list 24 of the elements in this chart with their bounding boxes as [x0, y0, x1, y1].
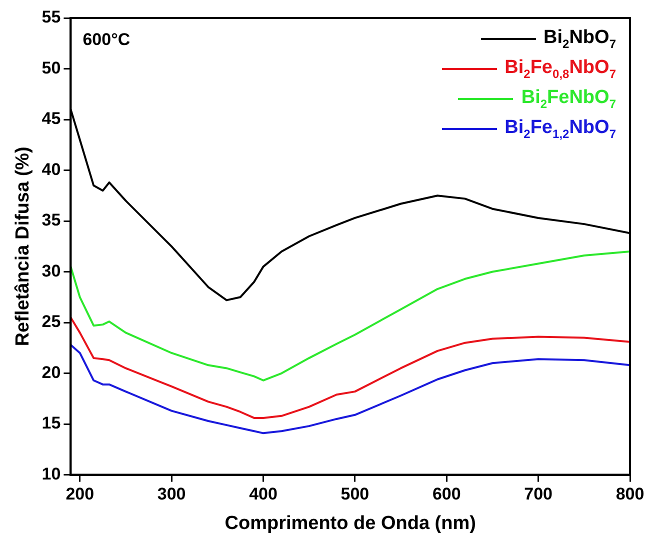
x-tick-label: 700 — [524, 484, 552, 504]
x-axis-title: Comprimento de Onda (nm) — [224, 512, 476, 534]
y-tick-label: 50 — [42, 58, 61, 78]
x-tick-label: 200 — [66, 484, 94, 504]
x-tick-label: 500 — [340, 484, 370, 504]
annotation: 600°C — [82, 30, 130, 50]
y-tick-label: 25 — [42, 312, 61, 332]
legend-label: Bi$_{2}$NbO$_{7}$ — [544, 27, 616, 51]
x-tick-label: 400 — [249, 484, 278, 504]
y-axis-title: Refletância Difusa (%) — [12, 146, 34, 346]
y-tick-label: 45 — [42, 109, 61, 128]
legend-label: Bi$_{2}$FeNbO$_{7}$ — [521, 87, 616, 111]
y-tick-label: 20 — [42, 362, 61, 382]
x-tick-label: 600 — [432, 484, 461, 504]
x-tick-label: 300 — [157, 484, 186, 504]
x-tick-label: 800 — [616, 484, 644, 504]
y-tick-label: 10 — [42, 464, 61, 484]
legend-label: Bi$_{2}$Fe$_{0,8}$NbO$_{7}$ — [504, 57, 616, 81]
y-tick-label: 55 — [42, 8, 61, 27]
y-tick-label: 15 — [42, 414, 61, 433]
legend-label: Bi$_{2}$Fe$_{1,2}$NbO$_{7}$ — [504, 117, 616, 141]
y-tick-label: 35 — [42, 210, 61, 230]
y-tick-label: 30 — [42, 261, 61, 280]
y-tick-label: 40 — [42, 160, 61, 179]
